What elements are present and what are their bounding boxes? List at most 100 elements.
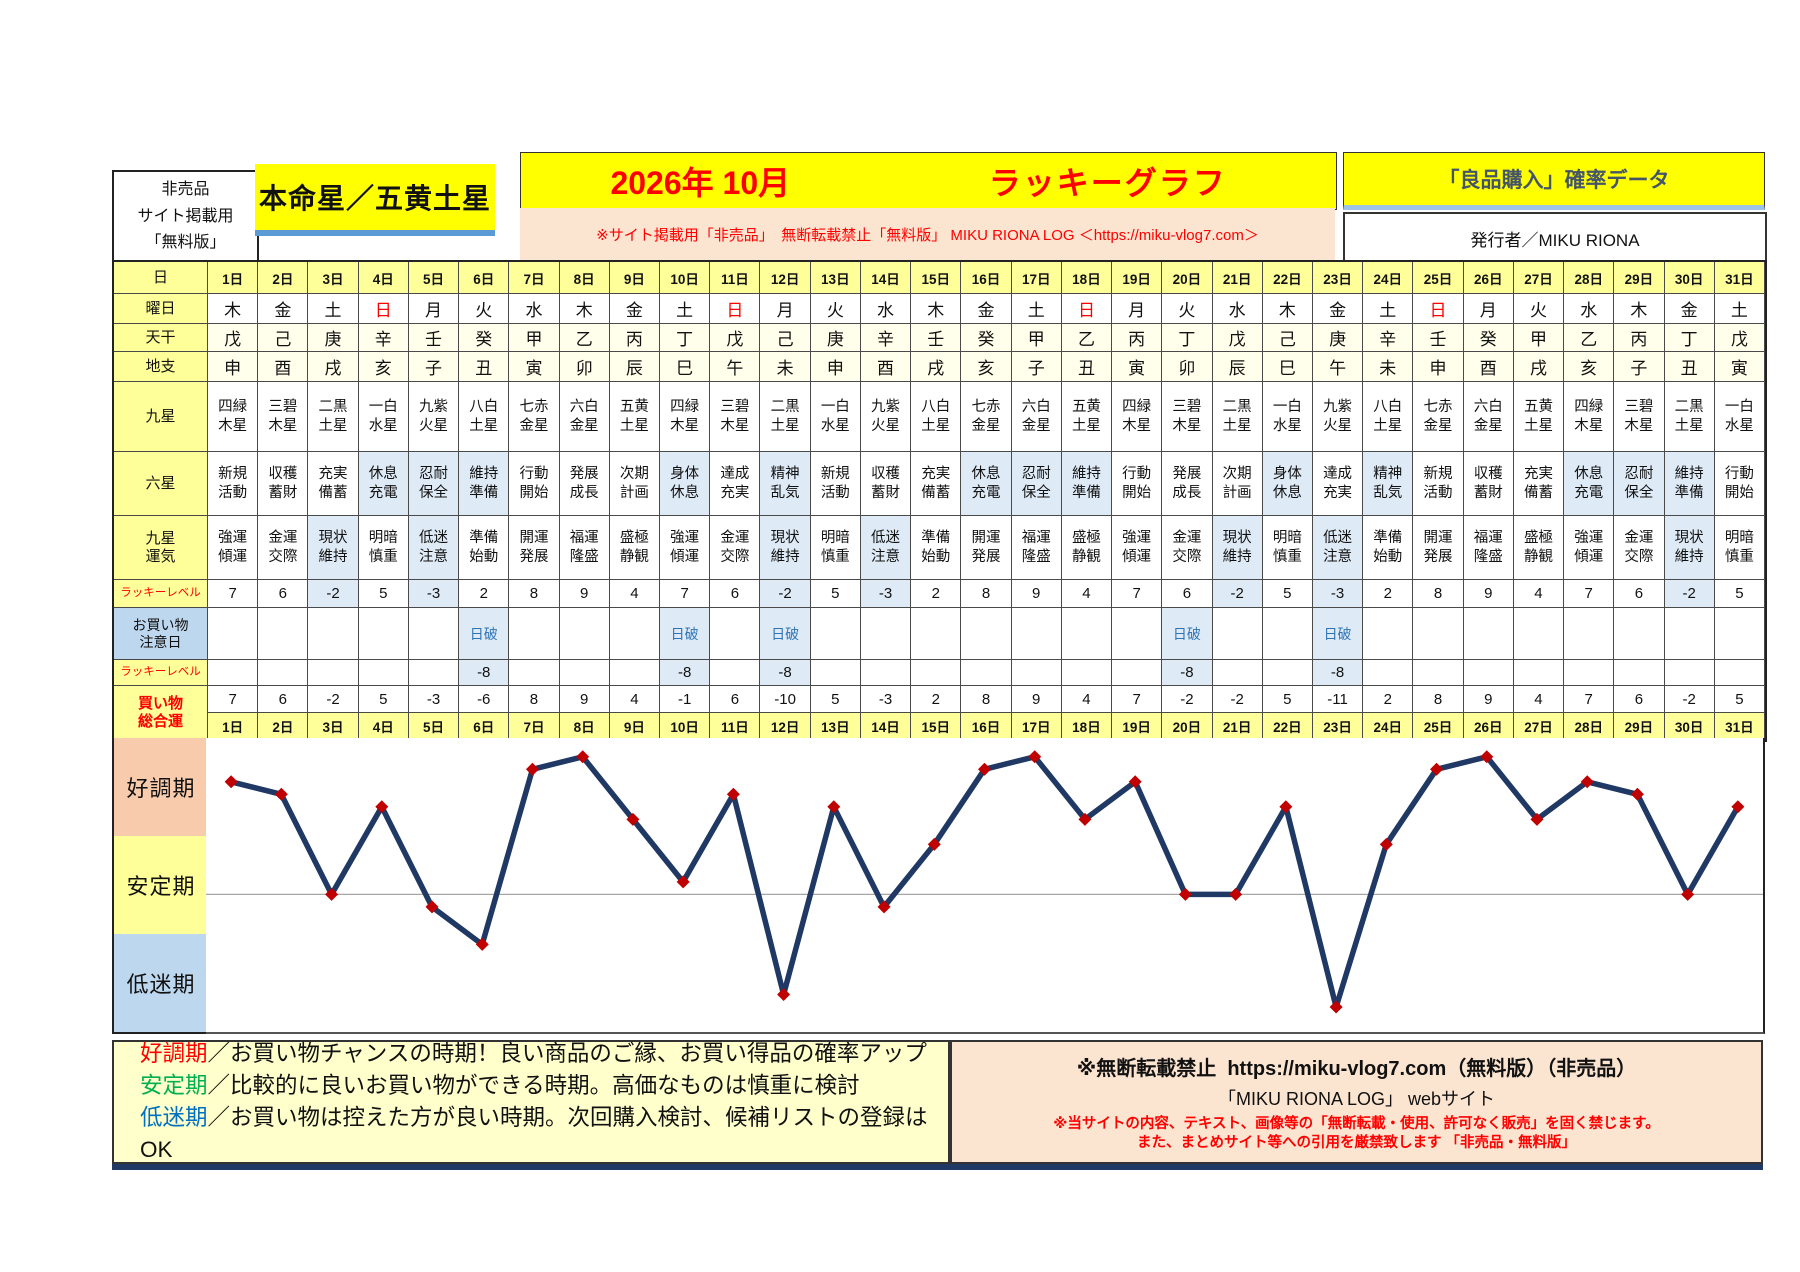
table-cell-weekday-day4: 日 <box>358 294 409 324</box>
table-cell-caution-day17 <box>1011 608 1062 660</box>
data-point-marker-day22 <box>1279 800 1293 814</box>
table-cell-day-day28: 28日 <box>1564 262 1615 294</box>
table-cell-tenkan-day21: 戊 <box>1212 324 1263 352</box>
table-cell-unki-day17: 福運 隆盛 <box>1011 516 1062 580</box>
row-header-unki: 九星 運気 <box>114 516 208 580</box>
table-cell-shopping-day28: 7 <box>1564 686 1615 713</box>
table-cell-day2-day16: 16日 <box>961 713 1012 740</box>
table-cell-day-day2: 2日 <box>258 262 309 294</box>
header-note-line: 非売品 <box>161 181 210 199</box>
table-cell-kyusei-day3: 二黒 土星 <box>308 382 359 452</box>
table-cell-shopping-day21: -2 <box>1212 686 1263 713</box>
table-cell-unki-day3: 現状 維持 <box>308 516 359 580</box>
table-cell-tenkan-day23: 庚 <box>1312 324 1364 352</box>
table-cell-weekday-day11: 日 <box>710 294 761 324</box>
table-cell-day-day24: 24日 <box>1363 262 1414 294</box>
table-cell-shopping-day25: 8 <box>1413 686 1464 713</box>
table-cell-shopping-day24: 2 <box>1363 686 1414 713</box>
table-cell-chishi-day7: 寅 <box>509 352 560 382</box>
data-point-marker-day11 <box>726 787 740 801</box>
table-cell-caution-day9 <box>609 608 661 660</box>
table-cell-day2-day19: 19日 <box>1112 713 1163 740</box>
table-cell-lucky-day18: 4 <box>1061 580 1113 608</box>
site-url-text: https://miku-vlog7.com（無料版）（非売品） <box>1227 1057 1637 1080</box>
table-cell-tenkan-day16: 癸 <box>961 324 1012 352</box>
chart-band-good-label: 好調期 <box>112 738 209 837</box>
table-cell-day2-day15: 15日 <box>911 713 962 740</box>
table-cell-unki-day20: 金運 交際 <box>1162 516 1213 580</box>
table-cell-tenkan-day4: 辛 <box>358 324 409 352</box>
table-cell-rokusei-day19: 行動 開始 <box>1112 452 1163 516</box>
table-cell-shopping-day7: 8 <box>509 686 560 713</box>
table-cell-weekday-day22: 木 <box>1262 294 1313 324</box>
table-cell-unki-day12: 現状 維持 <box>760 516 811 580</box>
table-cell-tenkan-day14: 辛 <box>860 324 912 352</box>
table-cell-day2-day29: 29日 <box>1614 713 1665 740</box>
table-cell-caution-day1 <box>208 608 259 660</box>
data-point-marker-day1 <box>224 775 238 789</box>
table-cell-kyusei-day24: 八白 土星 <box>1363 382 1414 452</box>
table-cell-lucky2-day25 <box>1413 660 1464 686</box>
table-cell-day-day20: 20日 <box>1162 262 1213 294</box>
table-cell-day-day22: 22日 <box>1262 262 1313 294</box>
table-cell-tenkan-day24: 辛 <box>1363 324 1414 352</box>
header-note-line: サイト掲載用 <box>137 207 234 225</box>
legend-line-low: 低迷期／お買い物は控えた方が良い時期。次回購入検討、候補リストの登録はOK <box>140 1102 948 1166</box>
table-cell-weekday-day24: 土 <box>1363 294 1414 324</box>
table-cell-shopping-day14: -3 <box>860 686 912 713</box>
table-cell-lucky2-day2 <box>258 660 309 686</box>
copyright-notice-bold: ※無断転載禁止 <box>1076 1057 1217 1080</box>
table-cell-day2-day9: 9日 <box>609 713 661 740</box>
table-cell-day2-day1: 1日 <box>208 713 259 740</box>
table-cell-unki-day11: 金運 交際 <box>710 516 761 580</box>
table-cell-lucky-day19: 7 <box>1112 580 1163 608</box>
table-cell-chishi-day26: 酉 <box>1463 352 1514 382</box>
table-cell-rokusei-day8: 発展 成長 <box>559 452 610 516</box>
table-cell-day-day9: 9日 <box>609 262 661 294</box>
table-cell-weekday-day13: 火 <box>810 294 861 324</box>
table-cell-rokusei-day1: 新規 活動 <box>208 452 259 516</box>
table-cell-chishi-day1: 申 <box>208 352 259 382</box>
table-cell-lucky2-day5 <box>408 660 460 686</box>
table-cell-day-day13: 13日 <box>810 262 861 294</box>
table-cell-chishi-day10: 巳 <box>660 352 711 382</box>
table-cell-day2-day13: 13日 <box>810 713 861 740</box>
honmeisei-box: 本命星／五黄土星 <box>255 164 495 236</box>
data-point-marker-day17 <box>1028 750 1042 764</box>
row-header-kyusei: 九星 <box>114 382 208 452</box>
table-cell-caution-day18 <box>1061 608 1113 660</box>
copyright-notice: ※無断転載禁止 https://miku-vlog7.com（無料版）（非売品） <box>952 1052 1761 1081</box>
table-cell-day2-day30: 30日 <box>1664 713 1715 740</box>
legend-line-good: 好調期／お買い物チャンスの時期！良い商品のご縁、お買い得品の確率アップ <box>140 1038 948 1070</box>
table-cell-lucky2-day17 <box>1011 660 1062 686</box>
chart-band-low-label: 低迷期 <box>112 934 209 1034</box>
table-cell-rokusei-day9: 次期 計画 <box>609 452 661 516</box>
table-cell-tenkan-day9: 丙 <box>609 324 661 352</box>
table-cell-kyusei-day18: 五黄 土星 <box>1061 382 1113 452</box>
table-cell-caution-day27 <box>1513 608 1565 660</box>
table-cell-shopping-day13: 5 <box>810 686 861 713</box>
bottom-accent-bar <box>112 1164 1763 1170</box>
table-cell-kyusei-day6: 八白 土星 <box>459 382 510 452</box>
table-cell-chishi-day18: 丑 <box>1061 352 1113 382</box>
table-cell-lucky-day27: 4 <box>1513 580 1565 608</box>
row-header-day: 日 <box>114 262 208 294</box>
table-cell-shopping-day18: 4 <box>1061 686 1113 713</box>
table-cell-day2-day6: 6日 <box>459 713 510 740</box>
data-point-marker-day28 <box>1580 775 1594 789</box>
table-cell-weekday-day8: 木 <box>559 294 610 324</box>
table-cell-weekday-day18: 日 <box>1061 294 1113 324</box>
row-header-chishi: 地支 <box>114 352 208 382</box>
table-cell-tenkan-day2: 己 <box>258 324 309 352</box>
table-cell-lucky2-day14 <box>860 660 912 686</box>
table-cell-lucky-day4: 5 <box>358 580 409 608</box>
table-cell-unki-day24: 準備 始動 <box>1363 516 1414 580</box>
table-cell-day-day26: 26日 <box>1463 262 1514 294</box>
table-cell-day2-day25: 25日 <box>1413 713 1464 740</box>
table-cell-rokusei-day18: 維持 準備 <box>1061 452 1113 516</box>
table-cell-day2-day31: 31日 <box>1714 713 1765 740</box>
table-cell-caution-day5 <box>408 608 460 660</box>
table-cell-caution-day16 <box>961 608 1012 660</box>
table-cell-chishi-day2: 酉 <box>258 352 309 382</box>
legend-term-stable: 安定期 <box>140 1073 208 1099</box>
